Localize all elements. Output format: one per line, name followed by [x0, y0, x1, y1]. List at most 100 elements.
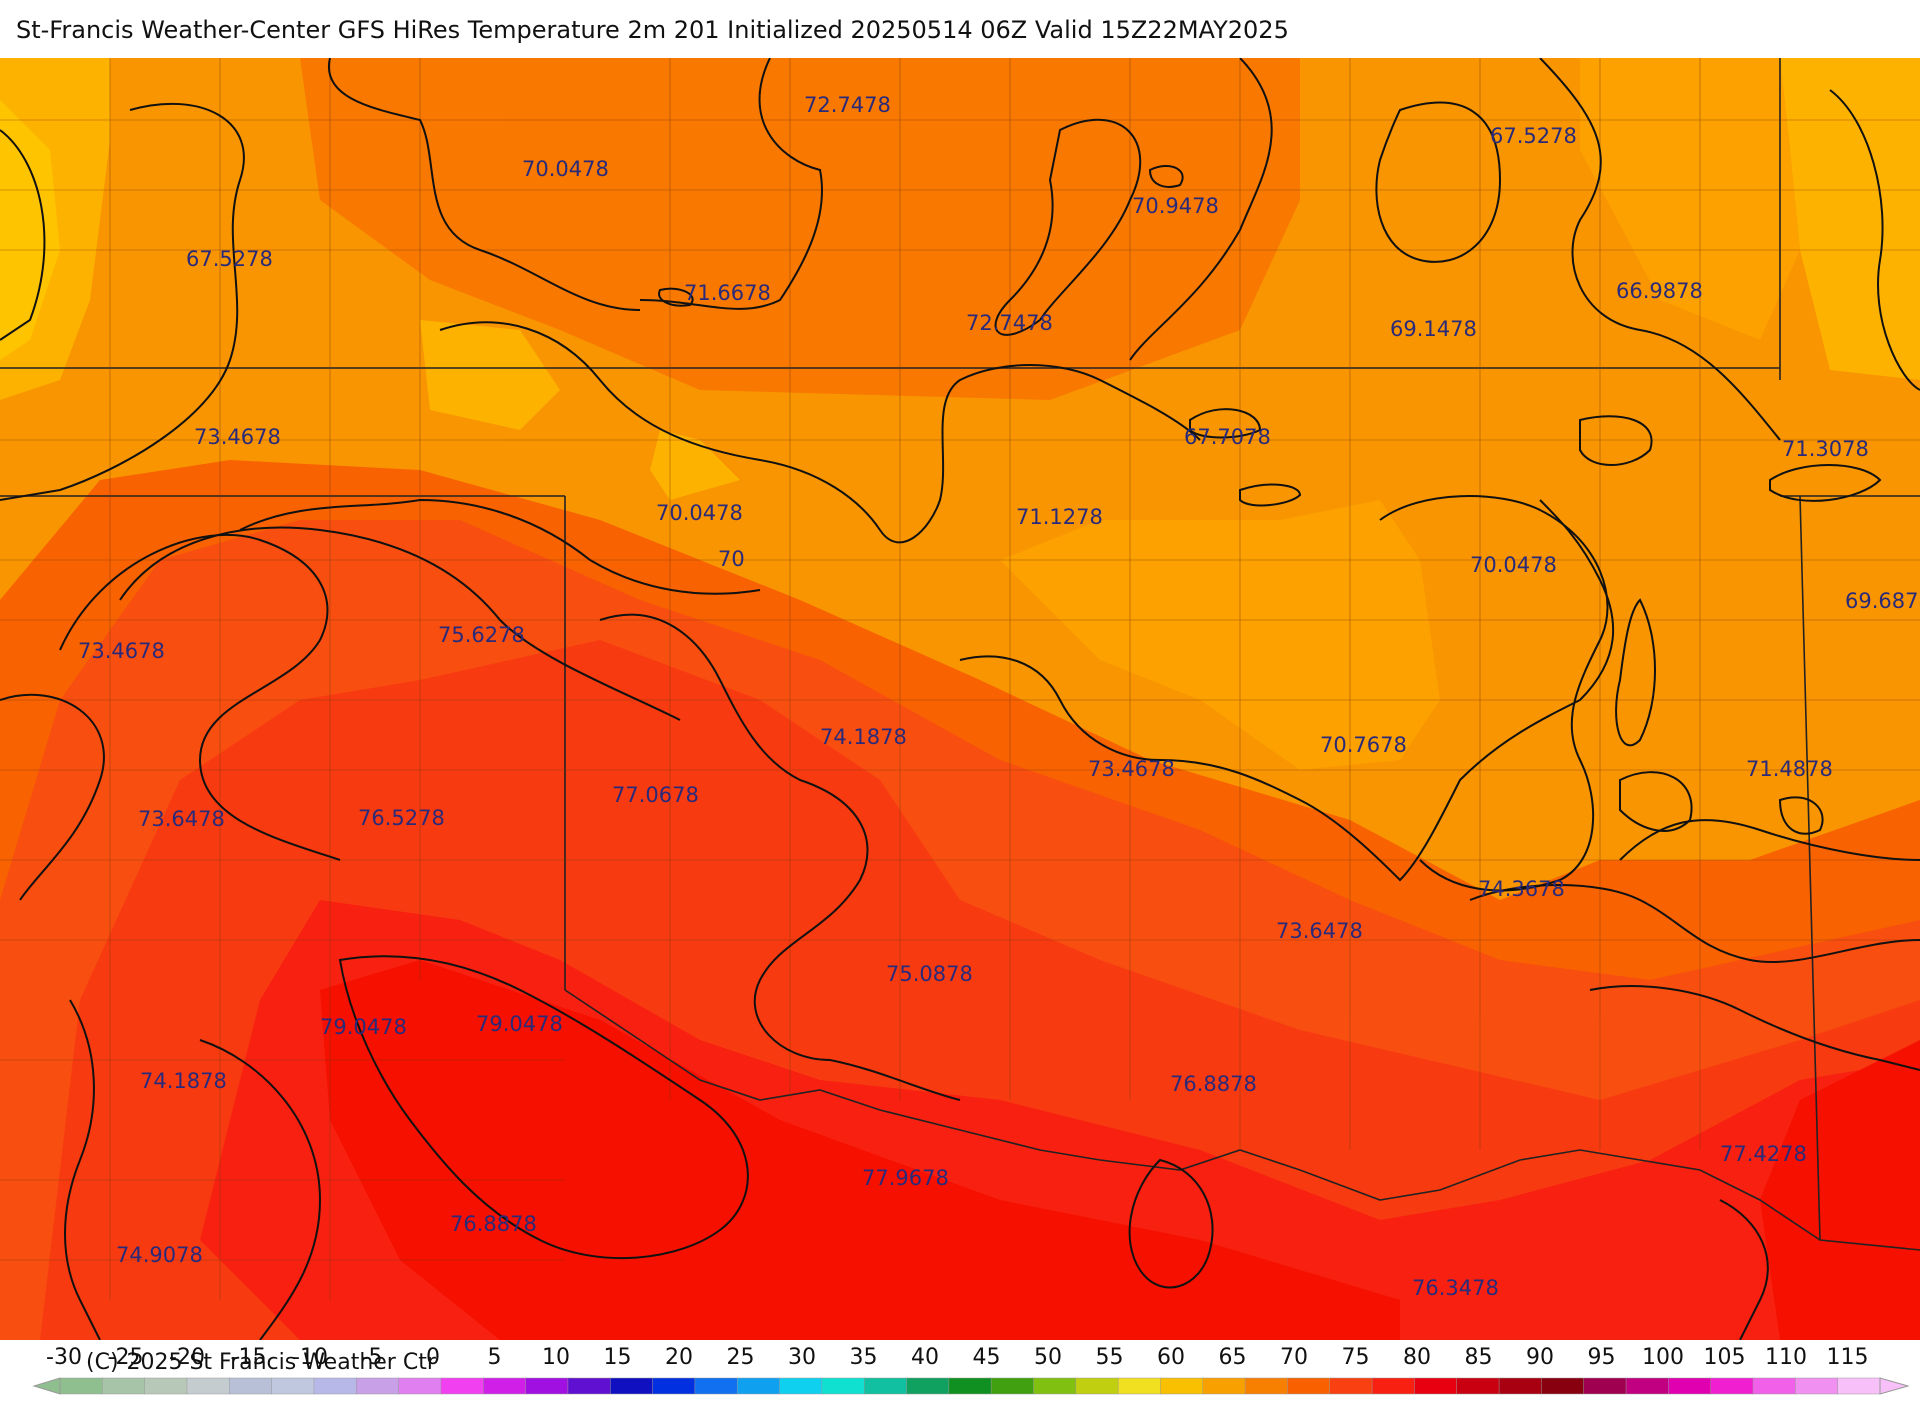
temperature-value-label: 76.5278	[358, 806, 445, 830]
color-scale-swatch	[1033, 1377, 1077, 1395]
color-scale-min-arrow	[32, 1377, 61, 1395]
color-scale-swatch	[1498, 1377, 1543, 1395]
temperature-value-label: 73.6478	[138, 807, 225, 831]
temperature-value-label: 72.7478	[966, 311, 1053, 335]
temperature-value-label: 74.9078	[116, 1243, 203, 1267]
color-scale-swatch	[229, 1377, 273, 1395]
color-scale-swatches	[32, 1377, 1910, 1395]
color-scale-swatch	[1837, 1377, 1881, 1395]
color-scale-swatch	[906, 1377, 950, 1395]
temperature-value-label: 75.0878	[886, 962, 973, 986]
temperature-value-label: 69.1478	[1390, 317, 1477, 341]
temperature-value-label: 70.0478	[656, 501, 743, 525]
color-scale-tick-label: 55	[1096, 1345, 1124, 1370]
temperature-value-label: 72.7478	[804, 93, 891, 117]
color-scale-swatch	[1287, 1377, 1331, 1395]
color-scale-swatch	[59, 1377, 104, 1395]
temperature-value-label: 73.4678	[194, 425, 281, 449]
temperature-value-label: 76.8878	[450, 1212, 537, 1236]
color-scale-tick-label: 15	[604, 1345, 632, 1370]
color-scale-tick-label: 100	[1642, 1345, 1684, 1370]
contour-label-70: 70	[718, 547, 745, 571]
color-scale-swatch	[1541, 1377, 1585, 1395]
color-scale-tick-label: -30	[46, 1345, 82, 1370]
value-labels: 72.7478 70.0478 67.5278 67.5278 70.9478 71.66…	[78, 93, 1920, 1300]
color-scale-tick-label: 85	[1465, 1345, 1493, 1370]
temperature-value-label: 76.8878	[1170, 1072, 1257, 1096]
temperature-value-label: 73.4678	[78, 639, 165, 663]
color-scale-tick-label: -5	[361, 1345, 383, 1370]
color-scale-swatch	[1414, 1377, 1458, 1395]
temperature-value-label: 67.7078	[1184, 425, 1271, 449]
temperature-value-label: 71.4878	[1746, 757, 1833, 781]
copyright-notice: (C)-2025 St Francis Weather Ctr	[86, 1350, 436, 1375]
color-scale-swatch	[483, 1377, 527, 1395]
color-scale-swatch	[1117, 1377, 1162, 1395]
color-scale-swatch	[652, 1377, 696, 1395]
color-scale-swatch	[1371, 1377, 1416, 1395]
color-scale-tick-label: 20	[665, 1345, 693, 1370]
temperature-value-label: 66.9878	[1616, 279, 1703, 303]
temperature-value-label: 77.4278	[1720, 1142, 1807, 1166]
color-scale-tick-label: 40	[911, 1345, 939, 1370]
color-scale-swatch	[1329, 1377, 1373, 1395]
color-scale-tick-label: 35	[850, 1345, 878, 1370]
color-scale-swatch	[356, 1377, 400, 1395]
color-scale-tick-label: 115	[1827, 1345, 1869, 1370]
temperature-fill-layer: 72.7478 70.0478 67.5278 67.5278 70.9478 71.66…	[0, 58, 1920, 1340]
temperature-value-label: 79.0478	[320, 1015, 407, 1039]
color-scale-tick-label: -25	[108, 1345, 144, 1370]
temperature-value-label: 67.5278	[186, 247, 273, 271]
color-scale-swatch	[948, 1377, 992, 1395]
color-scale-swatch	[1710, 1377, 1754, 1395]
temperature-value-label: 71.6678	[684, 281, 771, 305]
color-scale-tick-label: 110	[1765, 1345, 1807, 1370]
color-scale-swatch	[736, 1377, 781, 1395]
temperature-value-label: 70.0478	[1470, 553, 1557, 577]
map-title: St-Francis Weather-Center GFS HiRes Temp…	[16, 16, 1289, 44]
color-scale-tick-label: -15	[231, 1345, 267, 1370]
color-scale-tick-label: -20	[169, 1345, 205, 1370]
color-scale-tick-label: 75	[1342, 1345, 1370, 1370]
color-scale-swatch	[313, 1377, 358, 1395]
color-scale-ticks: -30 -25 -20 -15 -10 -5 0 5 10 15 20 25 30 35 40 45 50 55 6…	[46, 1345, 1868, 1370]
temperature-map: 72.7478 70.0478 67.5278 67.5278 70.9478 71.66…	[0, 58, 1920, 1340]
color-scale-tick-label: -10	[292, 1345, 328, 1370]
temperature-value-label: 77.9678	[862, 1166, 949, 1190]
temperature-value-label: 71.1278	[1016, 505, 1103, 529]
color-scale-swatch	[1160, 1377, 1204, 1395]
temperature-value-label: 77.0678	[612, 783, 699, 807]
color-scale-swatch	[1625, 1377, 1670, 1395]
temperature-value-label: 73.6478	[1276, 919, 1363, 943]
color-scale-tick-label: 50	[1034, 1345, 1062, 1370]
color-scale-swatch	[144, 1377, 188, 1395]
color-scale-tick-label: 95	[1588, 1345, 1616, 1370]
color-scale-tick-label: 105	[1704, 1345, 1746, 1370]
color-scale-tick-label: 25	[727, 1345, 755, 1370]
color-scale-swatch	[567, 1377, 611, 1395]
temperature-value-label: 74.1878	[140, 1069, 227, 1093]
color-scale-tick-label: 30	[788, 1345, 816, 1370]
color-scale-bar: -30 -25 -20 -15 -10 -5 0 5 10 15 20 25 30 35 40 45 50 55 6…	[0, 1340, 1920, 1400]
color-scale-swatch	[398, 1377, 442, 1395]
color-scale-tick-label: 60	[1157, 1345, 1185, 1370]
color-scale-swatch	[525, 1377, 569, 1395]
color-scale-swatch	[821, 1377, 865, 1395]
temperature-value-label: 70.0478	[522, 157, 609, 181]
color-scale-swatch	[609, 1377, 654, 1395]
temperature-value-label: 79.0478	[476, 1012, 563, 1036]
temperature-value-label: 75.6278	[438, 623, 525, 647]
color-scale-swatch	[779, 1377, 823, 1395]
color-scale-swatch	[863, 1377, 908, 1395]
temperature-value-label: 73.4678	[1088, 757, 1175, 781]
temperature-value-label: 69.6878	[1845, 589, 1920, 613]
temperature-value-label: 71.3078	[1782, 437, 1869, 461]
color-scale-max-arrow	[1879, 1377, 1910, 1395]
temperature-value-label: 67.5278	[1490, 124, 1577, 148]
temperature-value-label: 74.1878	[820, 725, 907, 749]
color-scale-swatch	[1202, 1377, 1246, 1395]
color-scale-swatch	[1795, 1377, 1839, 1395]
color-scale-tick-label: 10	[542, 1345, 570, 1370]
color-scale-tick-label: 45	[973, 1345, 1001, 1370]
color-scale-swatch	[271, 1377, 315, 1395]
